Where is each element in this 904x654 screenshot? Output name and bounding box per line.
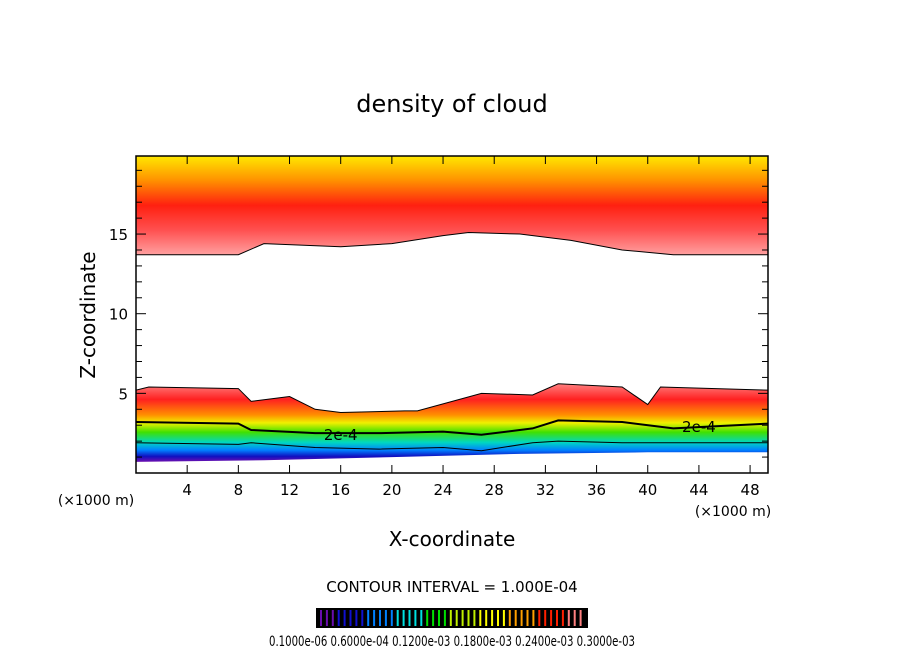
colorbar-swatch xyxy=(325,610,328,626)
colorbar-background xyxy=(316,608,588,628)
colorbar-swatch xyxy=(532,610,535,626)
x-tick-label: 4 xyxy=(182,481,192,499)
upper-cloud-layer xyxy=(136,156,768,255)
colorbar-swatch xyxy=(467,610,470,626)
y-tick-label: 15 xyxy=(109,226,128,244)
x-axis-label: X-coordinate xyxy=(389,527,516,551)
colorbar-swatch xyxy=(443,610,446,626)
colorbar-swatch xyxy=(426,610,429,626)
colorbar-swatch xyxy=(402,610,405,626)
colorbar-swatch xyxy=(502,610,505,626)
colorbar-swatch xyxy=(567,610,570,626)
colorbar-swatch xyxy=(561,610,564,626)
colorbar-swatch xyxy=(526,610,529,626)
colorbar-swatch xyxy=(508,610,511,626)
colorbar-swatch xyxy=(320,610,322,626)
y-tick-label: 5 xyxy=(118,385,128,403)
x-unit-right: (×1000 m) xyxy=(695,504,771,520)
contour-label: 2e-4 xyxy=(324,426,358,444)
lower-layer-top-contour xyxy=(136,383,768,413)
colorbar-swatch xyxy=(361,610,364,626)
contour-line-2e-4 xyxy=(136,419,768,436)
x-tick-label: 32 xyxy=(536,481,555,499)
colorbar-swatch xyxy=(390,610,393,626)
x-tick-label: 12 xyxy=(280,481,299,499)
colorbar-swatch xyxy=(461,610,464,626)
x-tick-label: 48 xyxy=(741,481,760,499)
colorbar-swatch xyxy=(331,610,334,626)
x-tick-label: 28 xyxy=(485,481,504,499)
x-tick-label: 24 xyxy=(433,481,452,499)
contour-label: 2e-4 xyxy=(682,418,716,436)
colorbar-swatch xyxy=(355,610,358,626)
colorbar-swatch xyxy=(550,610,553,626)
contour-interval: CONTOUR INTERVAL = 1.000E-04 xyxy=(326,578,577,596)
x-tick-label: 8 xyxy=(234,481,244,499)
colorbar-swatch xyxy=(379,610,381,626)
colorbar-swatch xyxy=(414,610,417,626)
y-axis-label: Z-coordinate xyxy=(76,251,100,378)
x-tick-label: 44 xyxy=(689,481,708,499)
x-unit-left: (×1000 m) xyxy=(58,493,134,509)
chart-title: density of cloud xyxy=(356,90,547,118)
colorbar-swatch xyxy=(420,610,423,626)
x-tick-label: 20 xyxy=(382,481,401,499)
colorbar-swatch xyxy=(438,610,440,626)
colorbar-swatch xyxy=(514,610,517,626)
colorbar-swatch xyxy=(479,610,482,626)
colorbar-swatch xyxy=(396,610,399,626)
colorbar-swatch xyxy=(520,610,523,626)
colorbar-swatch xyxy=(485,610,488,626)
colorbar-swatch xyxy=(491,610,494,626)
x-tick-label: 16 xyxy=(331,481,350,499)
colorbar-swatch xyxy=(573,610,576,626)
y-tick-label: 10 xyxy=(109,306,128,324)
colorbar-swatch xyxy=(432,610,435,626)
contour-line-1e-4 xyxy=(136,440,768,452)
colorbar-swatch xyxy=(337,610,340,626)
colorbar-swatch xyxy=(473,610,476,626)
colorbar-swatch xyxy=(408,610,411,626)
plot-frame xyxy=(135,155,769,474)
colorbar-swatch xyxy=(455,610,458,626)
colorbar-swatch xyxy=(556,610,558,626)
colorbar-swatch xyxy=(497,610,499,626)
colorbar-swatch xyxy=(544,610,547,626)
x-tick-label: 36 xyxy=(587,481,606,499)
colorbar-swatch xyxy=(449,610,452,626)
colorbar-swatch xyxy=(349,610,352,626)
colorbar xyxy=(316,608,588,628)
colorbar-swatch xyxy=(367,610,370,626)
colorbar-swatch xyxy=(384,610,387,626)
colorbar-labels: 0.1000e-06 0.6000e-04 0.1200e-03 0.1800e… xyxy=(269,634,635,650)
colorbar-swatch xyxy=(373,610,376,626)
colorbar-swatch xyxy=(343,610,346,626)
colorbar-swatch xyxy=(538,610,541,626)
colorbar-swatch xyxy=(579,610,582,626)
upper-layer-contour xyxy=(136,231,768,256)
x-tick-label: 40 xyxy=(638,481,657,499)
